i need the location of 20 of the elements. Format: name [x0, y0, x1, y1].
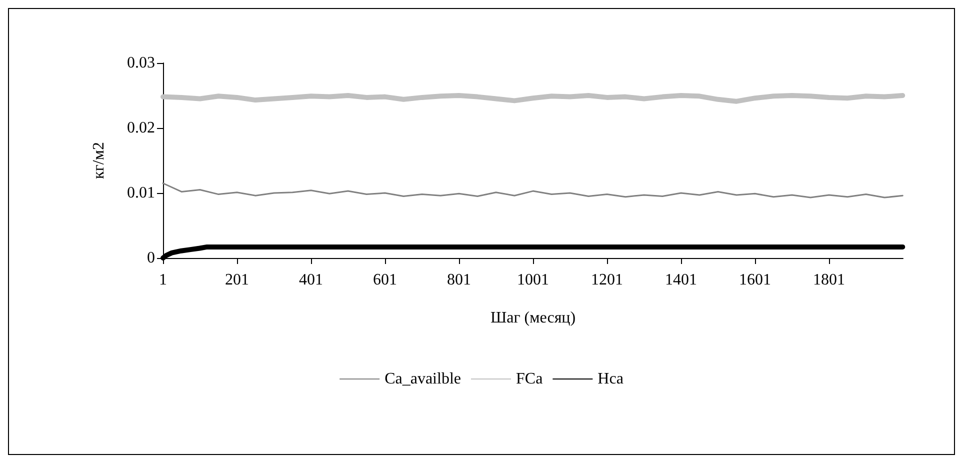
x-tick-label: 601: [373, 272, 397, 288]
y-tick-label: 0.03: [127, 54, 155, 72]
x-tick-label: 1401: [665, 272, 697, 288]
x-axis-title: Шаг (месяц): [490, 310, 576, 326]
x-tick-label: 201: [225, 272, 249, 288]
legend-label: FCa: [516, 370, 543, 388]
y-tick-label: 0.02: [127, 120, 155, 136]
x-tick-label: 801: [447, 272, 471, 288]
x-tick-label: 1001: [517, 272, 549, 288]
y-tick-label: 0.01: [127, 184, 155, 202]
x-tick-label: 1601: [739, 272, 771, 288]
y-axis-title: кг/м2: [90, 142, 108, 179]
x-tick-label: 401: [299, 272, 323, 288]
x-tick-label: 1201: [591, 272, 623, 288]
legend-label: Ca_availble: [384, 370, 461, 388]
x-tick-label: 1: [159, 272, 167, 288]
line-series: [162, 182, 904, 198]
y-tick-label: 0: [147, 250, 155, 266]
legend-label: Hca: [598, 370, 624, 388]
x-tick-label: 1801: [813, 272, 845, 288]
